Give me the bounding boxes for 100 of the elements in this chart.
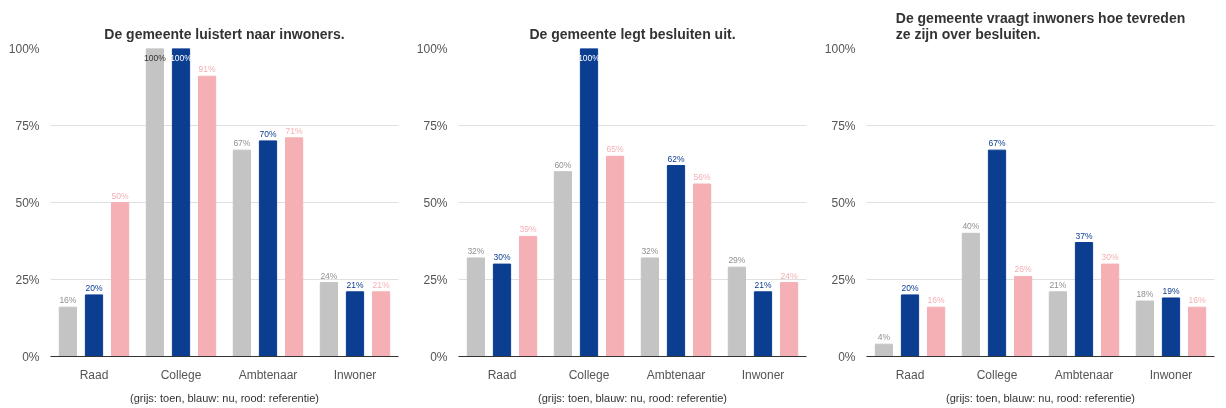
data-label: 40%: [962, 221, 980, 232]
data-label: 21%: [1049, 279, 1067, 290]
data-label: 62%: [667, 153, 685, 164]
data-label: 67%: [233, 138, 251, 149]
x-tick-label: Inwoner: [741, 367, 785, 382]
data-label: 67%: [988, 138, 1006, 149]
data-label: 56%: [693, 172, 712, 183]
bar: [727, 266, 747, 357]
bar: [1187, 306, 1207, 357]
bar: [779, 282, 799, 357]
y-tick-label: 50%: [831, 195, 856, 210]
data-label: 16%: [59, 295, 77, 306]
bar: [987, 149, 1007, 357]
x-tick-label: Inwoner: [333, 367, 377, 382]
bar: [926, 306, 946, 357]
text: (grijs: toen, blauw: nu, rood: referentie): [130, 391, 319, 404]
bar: [345, 291, 365, 357]
data-label: 24%: [320, 270, 338, 281]
bar: [466, 257, 486, 357]
bar: [145, 48, 165, 357]
bar: [518, 235, 538, 357]
data-label: 29%: [728, 255, 746, 266]
bar: [1161, 297, 1181, 357]
bar: [1135, 300, 1155, 357]
bar: [1100, 263, 1120, 357]
data-label: 71%: [285, 125, 304, 136]
chart-title: De gemeente vraagt inwoners hoe tevreden ze zijn over besluiten.: [895, 9, 1186, 42]
bar: [1013, 275, 1033, 357]
bar: [692, 183, 712, 357]
data-label: 30%: [1101, 252, 1120, 263]
bar: [666, 165, 686, 357]
data-label: 32%: [467, 245, 485, 256]
y-tick-label: 75%: [831, 118, 856, 133]
bar: [110, 202, 130, 357]
y-tick-label: 75%: [423, 118, 448, 133]
data-label: 16%: [927, 295, 946, 306]
bar: [58, 306, 78, 357]
x-tick-label: College: [568, 367, 610, 382]
data-label: 37%: [1075, 230, 1093, 241]
data-label: 65%: [606, 144, 625, 155]
bar: [371, 291, 391, 357]
data-label: 18%: [1136, 289, 1154, 300]
data-label: 70%: [259, 128, 277, 139]
bar: [284, 137, 304, 357]
x-tick-label: Inwoner: [1149, 367, 1193, 382]
bar: [84, 294, 104, 357]
x-tick-label: Ambtenaar: [1054, 367, 1114, 382]
bar: [1074, 242, 1094, 357]
text: (grijs: toen, blauw: nu, rood: referentie): [946, 391, 1135, 404]
data-label: 32%: [641, 245, 659, 256]
y-tick-label: 25%: [15, 272, 40, 287]
chart-title: De gemeente legt besluiten uit.: [529, 25, 736, 42]
bar: [492, 263, 512, 357]
data-label: 4%: [877, 332, 891, 343]
bar: [605, 155, 625, 357]
data-label: 19%: [1162, 285, 1180, 296]
y-tick-label: 75%: [15, 118, 40, 133]
data-label: 20%: [85, 282, 103, 293]
data-label: 100%: [144, 52, 167, 63]
y-tick-label: 0%: [430, 349, 448, 364]
y-tick-label: 100%: [416, 41, 448, 56]
data-label: 20%: [901, 282, 919, 293]
data-label: 21%: [754, 279, 772, 290]
bar: [258, 140, 278, 357]
bar: [961, 232, 981, 357]
data-label: 16%: [1188, 295, 1207, 306]
x-tick-label: College: [976, 367, 1018, 382]
data-label: 21%: [346, 279, 364, 290]
x-tick-label: Raad: [79, 367, 109, 382]
y-tick-label: 100%: [824, 41, 856, 56]
y-tick-label: 50%: [15, 195, 40, 210]
data-label: 21%: [372, 279, 391, 290]
bar: [874, 343, 894, 357]
data-label: 39%: [519, 224, 538, 235]
bar: [753, 291, 773, 357]
data-label: 60%: [554, 159, 572, 170]
bar: [1048, 291, 1068, 357]
x-tick-label: Raad: [895, 367, 925, 382]
bar: [579, 48, 599, 357]
bar: [640, 257, 660, 357]
y-tick-label: 25%: [423, 272, 448, 287]
bar: [197, 75, 217, 357]
bar: [900, 294, 920, 357]
y-tick-label: 25%: [831, 272, 856, 287]
x-tick-label: Ambtenaar: [238, 367, 298, 382]
bar: [319, 282, 339, 357]
x-tick-label: Raad: [487, 367, 517, 382]
bar: [553, 171, 573, 357]
text: (grijs: toen, blauw: nu, rood: referentie): [538, 391, 727, 404]
data-label: 91%: [198, 64, 217, 75]
y-tick-label: 100%: [8, 41, 40, 56]
bar: [232, 149, 252, 357]
data-label: 50%: [111, 190, 130, 201]
x-tick-label: Ambtenaar: [646, 367, 706, 382]
y-tick-label: 0%: [22, 349, 40, 364]
data-label: 26%: [1014, 264, 1033, 275]
y-tick-label: 0%: [838, 349, 856, 364]
bar: [171, 48, 191, 357]
data-label: 24%: [780, 270, 799, 281]
y-tick-label: 50%: [423, 195, 448, 210]
